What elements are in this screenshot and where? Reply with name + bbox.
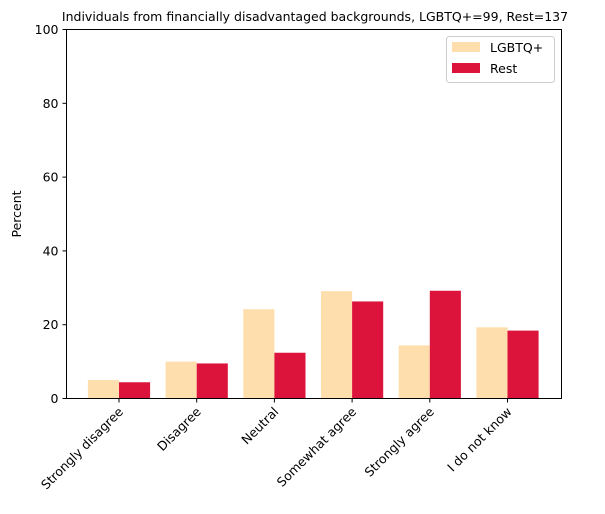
bar-lgbtq-1 <box>165 361 197 399</box>
chart-title: Individuals from financially disadvantag… <box>62 9 568 24</box>
bar-rest-0 <box>119 382 151 399</box>
legend-label: Rest <box>490 61 517 76</box>
bar-lgbtq-4 <box>398 345 430 399</box>
bar-lgbtq-0 <box>87 380 119 399</box>
y-tick-label: 0 <box>51 391 59 406</box>
y-tick-label: 60 <box>43 170 59 185</box>
bar-rest-3 <box>352 301 384 399</box>
y-ticks: 0 20 40 60 80 100 <box>35 22 67 406</box>
x-tick-label: Strongly agree <box>361 404 437 480</box>
x-tick-label: Strongly disagree <box>38 404 126 492</box>
plot-frame <box>66 29 562 399</box>
bar-rest-5 <box>507 330 539 399</box>
y-tick-label: 40 <box>43 243 59 258</box>
x-tick-label: Disagree <box>154 404 204 454</box>
bar-lgbtq-3 <box>321 291 353 399</box>
x-tick-label: I do not know <box>444 404 515 475</box>
x-tick-label: Somewhat agree <box>274 404 360 490</box>
y-tick-label: 20 <box>43 317 59 332</box>
bars-group <box>87 290 539 399</box>
y-tick-label: 80 <box>43 96 59 111</box>
y-axis-label: Percent <box>9 190 24 237</box>
legend: LGBTQ+ Rest <box>446 36 555 83</box>
bar-lgbtq-5 <box>476 327 508 399</box>
bar-lgbtq-2 <box>243 309 275 399</box>
bar-rest-1 <box>196 363 228 399</box>
legend-swatch <box>452 42 480 52</box>
x-tick-label: Neutral <box>238 404 281 447</box>
y-tick-label: 100 <box>35 22 59 37</box>
x-ticks: Strongly disagree Disagree NeutralSomewhat… <box>38 398 515 492</box>
bar-rest-4 <box>429 290 461 399</box>
bar-rest-2 <box>274 352 306 399</box>
legend-swatch <box>452 63 480 73</box>
legend-label: LGBTQ+ <box>490 40 543 55</box>
